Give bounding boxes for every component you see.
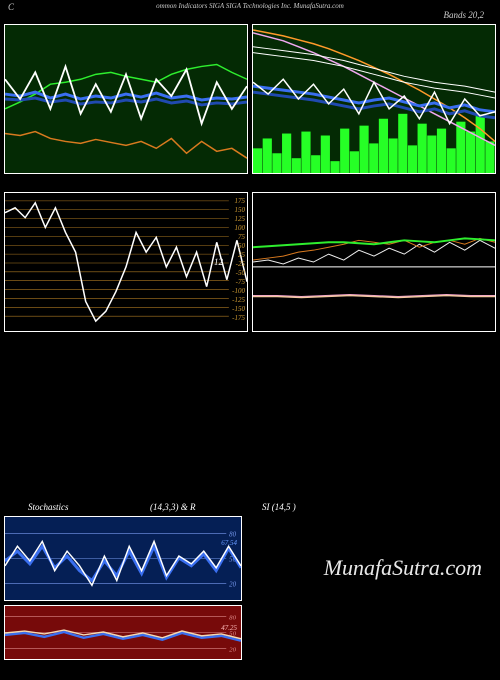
svg-text:80: 80 <box>229 532 236 539</box>
stoch-title-mid: (14,3,3) & R <box>150 502 196 512</box>
chart-header: C ommon Indicators SIGA SIGA Technologie… <box>0 0 500 12</box>
header-center: ommon Indicators SIGA SIGA Technologies … <box>156 2 344 10</box>
svg-text:80: 80 <box>229 615 236 622</box>
row-stoch-titles: Stochastics (14,3,3) & R SI (14,5 ) <box>0 502 500 516</box>
panel-price: Price, Volume, MA <box>252 24 496 174</box>
svg-text:20: 20 <box>229 581 236 588</box>
row-mid: CCI 20 175150125100755025-25-50-75-100-1… <box>0 192 500 332</box>
rsi-spacer2 <box>246 605 496 660</box>
row-top: B Price, Volume, MA <box>0 24 500 174</box>
stoch-title-right: SI (14,5 ) <box>262 502 296 512</box>
panel-bollinger: B <box>4 24 248 174</box>
header-right: Bands 20,2 <box>444 10 485 20</box>
rsi-label: 47.25 <box>221 624 237 632</box>
panel-adx-macd: ADX & MACD 12,26,9 ADX: 0 +DY: 25.93 -DY… <box>252 192 496 332</box>
row-rsi: 805020 47.25 <box>0 605 500 660</box>
stoch-hi-label: 67.54 <box>221 539 237 547</box>
stoch-title-left: Stochastics <box>28 502 69 512</box>
svg-text:20: 20 <box>229 646 236 653</box>
panel-rsi: 805020 47.25 <box>4 605 242 660</box>
panel-stochastics: 805020 67.54 <box>4 516 242 601</box>
cci-axis-labels: 175150125100755025-25-50-75-100-125-150-… <box>232 197 245 323</box>
header-left: C <box>8 2 14 12</box>
watermark: MunafaSutra.com <box>324 555 482 581</box>
panel-cci: CCI 20 175150125100755025-25-50-75-100-1… <box>4 192 248 332</box>
